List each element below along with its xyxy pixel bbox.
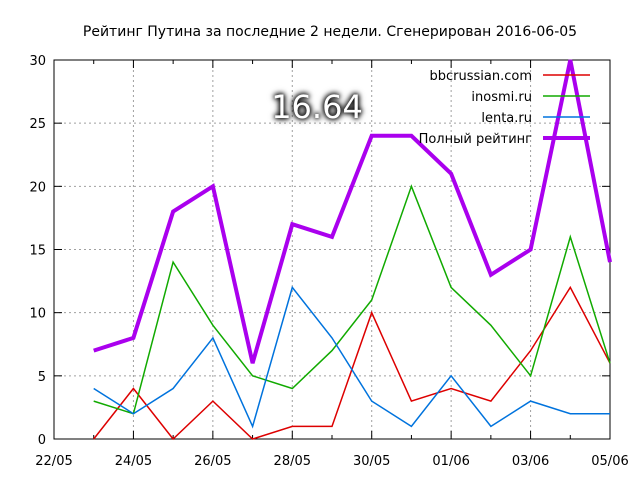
legend-label: bbcrussian.com (430, 69, 533, 84)
legend-label: inosmi.ru (471, 90, 532, 105)
x-tick-label: 01/06 (432, 454, 469, 469)
y-tick-label: 25 (29, 117, 46, 132)
series-layer (93, 59, 612, 441)
y-tick-label: 5 (38, 370, 46, 385)
series-line (93, 285, 610, 429)
x-tick-label: 26/05 (194, 454, 231, 469)
x-tick-label: 28/05 (274, 454, 311, 469)
x-tick-label: 24/05 (115, 454, 152, 469)
overlay-value: 16.64 (271, 88, 363, 126)
x-tick-label: 05/06 (591, 454, 628, 469)
y-tick-label: 15 (29, 244, 46, 259)
series-line (93, 59, 612, 364)
y-tick-label: 10 (29, 307, 46, 322)
legend: bbcrussian.com inosmi.ru lenta.ru Полный ре… (419, 69, 590, 147)
x-tick-label: 03/06 (512, 454, 549, 469)
axis-ticks: 0 5 10 15 20 25 30 22/05 24/05 26/05 28/05 30/05 01/… (29, 54, 628, 469)
legend-label: Полный рейтинг (419, 132, 533, 147)
chart-title: Рейтинг Путина за последние 2 недели. Сг… (83, 24, 577, 40)
legend-label: lenta.ru (481, 111, 532, 126)
x-tick-label: 30/05 (353, 454, 390, 469)
x-tick-label: 22/05 (35, 454, 72, 469)
y-tick-label: 30 (29, 54, 46, 69)
series-line (93, 184, 611, 415)
y-tick-label: 0 (38, 433, 46, 448)
series-line (93, 285, 611, 441)
y-tick-label: 20 (29, 180, 46, 195)
